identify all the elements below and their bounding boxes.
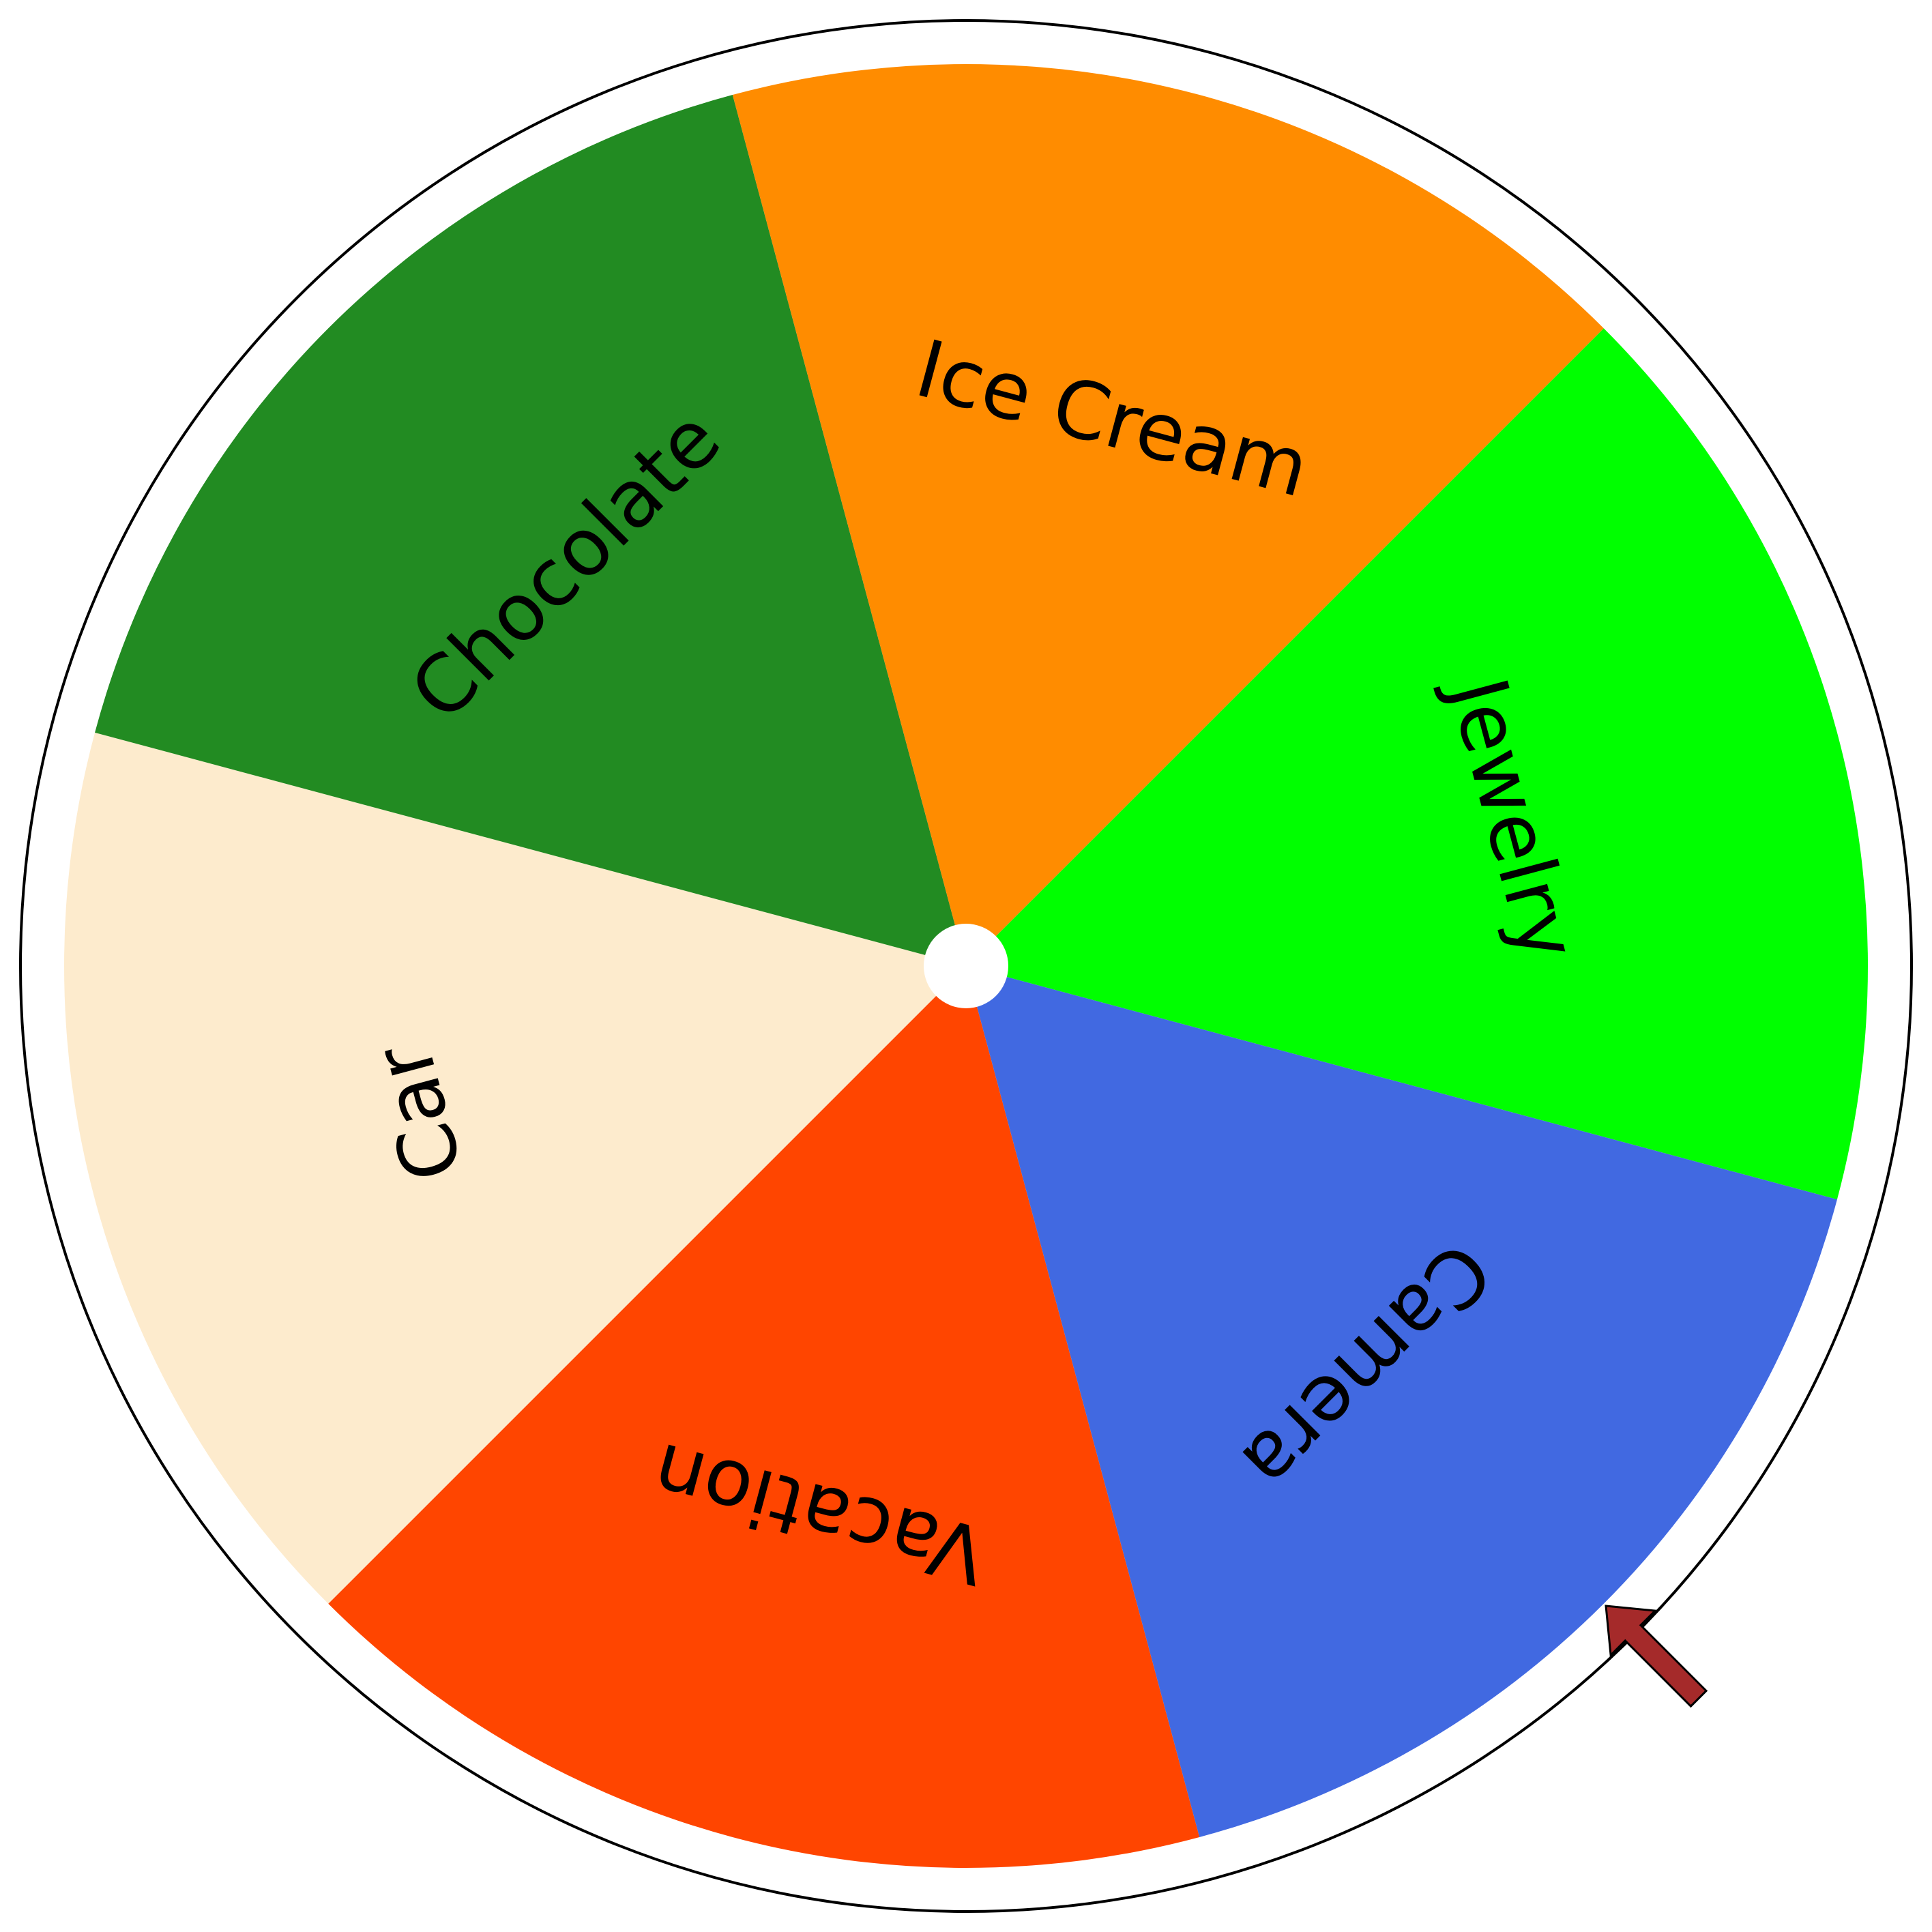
- wheel-segment-chocolate: [95, 95, 967, 967]
- arrow-icon: [1605, 1605, 1708, 1708]
- wheel-segment-vacation: [328, 966, 1200, 1868]
- wheel-segment-ice-cream: [732, 64, 1604, 967]
- wheel-hub[interactable]: [924, 924, 1008, 1008]
- wheel-segments: [63, 64, 1868, 1868]
- wheel-segment-camera: [966, 966, 1837, 1837]
- wheel-segment-jewelry: [966, 328, 1868, 1200]
- wheel-segment-car: [63, 732, 966, 1604]
